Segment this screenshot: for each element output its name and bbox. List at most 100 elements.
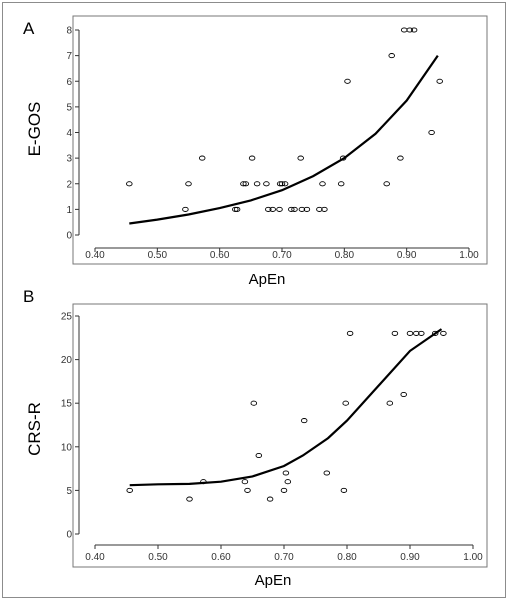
panel-b-data-point bbox=[418, 330, 425, 336]
panel-b-fit-line bbox=[129, 328, 443, 487]
panel-a-data-point bbox=[298, 206, 306, 212]
panel-a-data-point bbox=[383, 181, 390, 187]
panel-a-data-point bbox=[337, 181, 345, 187]
panel-a-y-tick-label: 3 bbox=[66, 154, 72, 165]
panel-b-x-tick-label: 0.60 bbox=[211, 552, 231, 563]
panel-a-data-point bbox=[410, 27, 418, 33]
panel-a-data-point bbox=[233, 206, 241, 212]
panel-a-data-point bbox=[288, 206, 295, 212]
panel-b-data-point bbox=[413, 330, 420, 336]
panel-b-x-tick-label: 0.90 bbox=[400, 552, 420, 563]
panel-b-data-point bbox=[280, 487, 288, 493]
panel-a-data-point bbox=[276, 206, 283, 212]
panel-a-data-point bbox=[263, 181, 270, 187]
panel-b-marks: 0.40 0.50 0.60 0.70 0.80 0.90 1.00 0 5 10 15 20 25 bbox=[61, 312, 483, 564]
panel-a-x-tick-label: 0.90 bbox=[397, 250, 417, 261]
panel-a-data-point bbox=[248, 155, 256, 161]
panel-b-data-point bbox=[250, 400, 258, 406]
panel-a-data-point bbox=[397, 155, 404, 161]
panel-b-y-tick-label: 25 bbox=[61, 312, 73, 323]
panel-a-data-point bbox=[428, 129, 435, 136]
panel-a-data-point bbox=[400, 27, 408, 33]
panel-b-data-point bbox=[282, 470, 290, 476]
panel-b-data-point bbox=[406, 330, 414, 336]
panel-b-data-point bbox=[346, 330, 354, 336]
panel-b-x-tick-label: 0.40 bbox=[85, 552, 105, 563]
panel-a-data-point bbox=[321, 206, 328, 212]
panel-a-data-point bbox=[316, 206, 323, 212]
figure-canvas: A 0.40 0.50 0.60 0.70 0.80 0.90 1.00012345678 … bbox=[23, 15, 488, 589]
panel-b-y-tick-label: 5 bbox=[66, 486, 72, 497]
panel-b-data-point bbox=[266, 496, 274, 502]
panel-b-data-point bbox=[126, 487, 133, 493]
panel-a-y-tick-label: 4 bbox=[66, 128, 72, 139]
panel-b-x-tick-label: 0.80 bbox=[337, 552, 357, 563]
panel-a-y-tick-label: 1 bbox=[66, 205, 72, 216]
panel-a-data-point bbox=[278, 181, 286, 187]
panel-a-data-point bbox=[281, 181, 289, 187]
panel-a-data-point bbox=[198, 155, 206, 161]
panel-a-data-point bbox=[240, 181, 247, 187]
panel-a-x-tick-label: 0.80 bbox=[335, 250, 355, 261]
panel-a-x-tick-label: 1.00 bbox=[459, 250, 479, 261]
panel-a-frame bbox=[72, 15, 488, 265]
panel-a-data-point bbox=[182, 206, 189, 212]
panel-b-x-tick-label: 0.70 bbox=[274, 552, 294, 563]
panel-b-data-point bbox=[431, 330, 439, 336]
panel-a-data-point bbox=[436, 78, 443, 84]
panel-a-data-point bbox=[253, 181, 261, 187]
panel-b-y-tick-label: 10 bbox=[61, 442, 73, 453]
panel-a-y-tick-label: 5 bbox=[66, 102, 72, 113]
panel-a-data-point bbox=[242, 181, 250, 187]
panel-b-data-point bbox=[323, 470, 331, 476]
panel-b-y-tick-label: 0 bbox=[66, 530, 72, 541]
panel-a-data-point bbox=[185, 181, 192, 187]
panel-b-y-tick-label: 15 bbox=[61, 399, 73, 410]
panel-a-marks: 0.40 0.50 0.60 0.70 0.80 0.90 1.00 0 1 2 3 4 5 6 7 8 bbox=[66, 26, 479, 262]
panel-a-y-tick-label: 6 bbox=[66, 77, 72, 88]
panel-a-y-tick-label: 2 bbox=[66, 179, 72, 190]
panel-b-x-tick-label: 1.00 bbox=[463, 552, 483, 563]
panel-b-data-point bbox=[300, 418, 308, 424]
panel-a-y-tick-label: 7 bbox=[66, 51, 72, 62]
panel-a-data-point bbox=[406, 27, 414, 33]
panel-b-x-axis-title: ApEn bbox=[255, 572, 292, 589]
panel-b-data-point bbox=[386, 400, 394, 406]
panel-b-data-point bbox=[391, 330, 399, 336]
panel-b-data-point bbox=[400, 391, 407, 398]
panel-a-data-point bbox=[319, 181, 326, 187]
panel-b-data-point bbox=[186, 496, 193, 502]
panel-b-label: B bbox=[23, 287, 34, 306]
panel-b-data-point bbox=[255, 452, 263, 459]
panel-b-data-point bbox=[440, 330, 447, 336]
panel-b: B 0.40 0.50 0.60 0.70 0.80 0.90 1.00 0 5 10 15 20 25… bbox=[23, 287, 488, 589]
panel-b-data-point bbox=[200, 479, 207, 485]
panel-a-y-tick-label: 8 bbox=[66, 26, 72, 37]
panel-a-data-point bbox=[126, 181, 133, 187]
panel-b-y-tick-label: 20 bbox=[61, 355, 73, 366]
panel-a-x-axis-title: ApEn bbox=[249, 271, 286, 288]
panel-a-data-point bbox=[291, 206, 298, 212]
panel-a-fit-line bbox=[129, 54, 439, 225]
panel-a-data-point bbox=[303, 206, 311, 212]
panel-a: A 0.40 0.50 0.60 0.70 0.80 0.90 1.00012345678 … bbox=[23, 15, 488, 288]
panel-a-data-point bbox=[344, 78, 351, 84]
panel-a-x-tick-label: 0.70 bbox=[272, 250, 292, 261]
panel-b-x-tick-label: 0.50 bbox=[148, 552, 168, 563]
panel-a-label: A bbox=[23, 19, 35, 38]
panel-a-x-tick-label: 0.50 bbox=[148, 250, 168, 261]
panel-b-data-point bbox=[241, 479, 249, 485]
panel-b-data-point bbox=[284, 479, 292, 485]
panel-b-data-point bbox=[340, 487, 348, 493]
panel-a-y-tick-label: 0 bbox=[66, 231, 72, 242]
panel-a-data-point bbox=[297, 155, 304, 161]
panel-a-data-point bbox=[269, 206, 276, 212]
panel-a-data-point bbox=[265, 206, 272, 212]
panel-a-x-tick-label: 0.60 bbox=[210, 250, 230, 261]
panel-a-data-point bbox=[388, 53, 395, 59]
panel-a-data-point bbox=[339, 155, 347, 161]
panel-b-y-axis-title: CRS-R bbox=[25, 402, 44, 456]
panel-a-y-axis-title: E-GOS bbox=[25, 102, 44, 157]
panel-b-data-point bbox=[342, 400, 349, 406]
